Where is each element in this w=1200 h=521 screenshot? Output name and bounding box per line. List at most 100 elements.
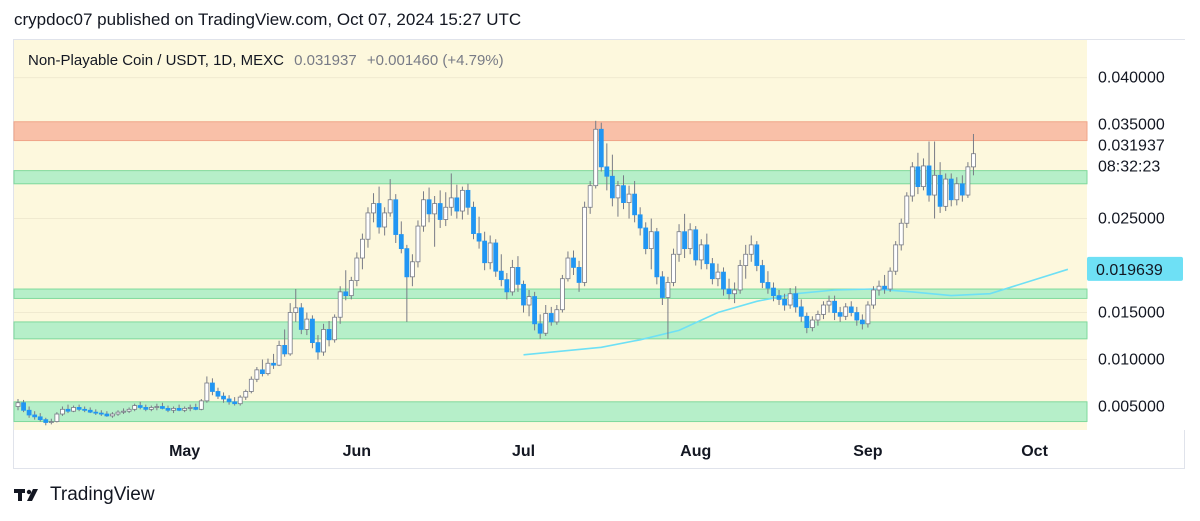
candle <box>287 303 293 356</box>
candle <box>315 335 321 360</box>
candle <box>726 278 732 300</box>
candle <box>310 315 315 349</box>
candle <box>693 226 699 266</box>
candle <box>82 406 88 413</box>
footer-brand[interactable]: TradingView <box>14 484 155 506</box>
candle-body <box>93 411 99 414</box>
candle-body <box>410 261 415 278</box>
candle-body <box>804 315 810 328</box>
candle <box>182 406 188 413</box>
candle <box>554 305 560 325</box>
candle-body <box>887 270 893 290</box>
candle <box>154 403 160 411</box>
candle-body <box>593 128 599 187</box>
candle-body <box>659 276 665 298</box>
candle-body <box>232 401 238 405</box>
candle <box>537 314 543 339</box>
resistance-zone <box>13 121 1088 142</box>
candle-body <box>426 199 432 215</box>
candle-body <box>265 362 271 375</box>
candle <box>76 404 82 412</box>
candle-body <box>737 265 743 291</box>
candle-body <box>321 329 326 353</box>
candle-body <box>276 345 282 366</box>
candle-body <box>698 244 704 261</box>
candle-body <box>204 382 210 402</box>
candle <box>337 286 343 324</box>
candle-body <box>243 391 249 398</box>
candle-body <box>648 231 654 250</box>
candle <box>487 235 493 270</box>
candle <box>271 353 276 369</box>
candle <box>859 314 865 330</box>
candle-body <box>582 206 588 283</box>
candle <box>637 207 643 236</box>
candle <box>426 187 432 223</box>
candle <box>65 404 71 414</box>
candle <box>476 216 482 249</box>
candle-body <box>926 165 932 196</box>
candle <box>60 406 65 416</box>
y-tick-label: 0.025000 <box>1098 211 1165 228</box>
candle <box>876 280 882 296</box>
candle-body <box>443 206 449 220</box>
candle <box>676 224 682 262</box>
candle <box>776 289 782 306</box>
candle-body <box>732 289 737 295</box>
candle-body <box>254 369 260 380</box>
y-tick-label: 0.015000 <box>1098 305 1165 322</box>
candle-body <box>787 293 793 306</box>
candle-body <box>21 402 26 411</box>
candle-body <box>360 238 365 259</box>
candle <box>698 239 704 270</box>
candle-body <box>459 189 465 212</box>
candle-body <box>504 279 510 293</box>
x-tick-label: Aug <box>680 443 711 460</box>
candle <box>254 367 260 383</box>
candle-body <box>193 407 199 410</box>
candle <box>715 263 721 287</box>
candle <box>593 120 599 189</box>
candle-body <box>765 282 771 289</box>
candle <box>654 227 660 285</box>
candle-body <box>382 212 388 228</box>
candle-body <box>743 253 749 266</box>
candle-body <box>943 178 949 207</box>
candle-body <box>748 244 754 255</box>
candle-body <box>676 231 682 255</box>
candle <box>248 376 254 394</box>
candle <box>410 254 415 287</box>
candle-body <box>348 280 354 297</box>
last-price: 0.031937 <box>294 52 357 69</box>
candle <box>532 291 538 331</box>
candle-body <box>393 199 399 235</box>
candle <box>915 152 921 195</box>
candle-body <box>215 391 221 397</box>
candle <box>604 143 610 191</box>
candle-body <box>521 283 526 306</box>
candle-body <box>548 313 554 323</box>
candle-body <box>709 263 715 280</box>
candle <box>293 289 299 322</box>
candle-body <box>637 214 643 229</box>
candle-body <box>571 257 576 268</box>
candle <box>382 207 388 236</box>
candle-body <box>60 408 65 415</box>
y-tick-label: 0.040000 <box>1098 70 1165 87</box>
candle-body <box>604 166 610 177</box>
candle <box>543 305 549 337</box>
candle-body <box>832 300 837 313</box>
candle <box>121 408 126 415</box>
candle-body <box>82 408 88 411</box>
candle-body <box>893 244 899 272</box>
candle-body <box>837 312 843 317</box>
y-axis: 0.040000 0.035000 0.025000 0.015000 0.010000… <box>1098 70 1165 416</box>
candle-body <box>421 199 426 227</box>
candle <box>332 314 338 343</box>
candle-body <box>626 193 632 203</box>
candle <box>21 399 26 413</box>
candle <box>526 289 532 317</box>
candle <box>443 192 449 227</box>
x-tick-label: Oct <box>1021 443 1048 460</box>
